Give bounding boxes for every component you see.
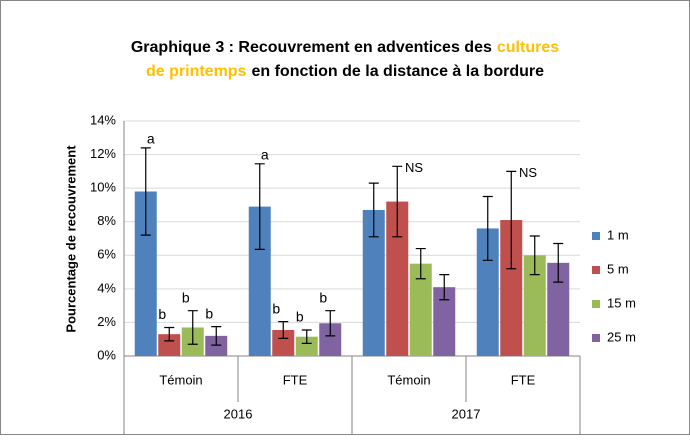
y-tick-label: 8%: [97, 213, 116, 228]
bar: [386, 201, 409, 356]
significance-letter: b: [158, 306, 166, 322]
y-tick-label: 14%: [90, 112, 116, 127]
error-bar: [140, 147, 151, 236]
error-bar: [187, 310, 198, 345]
bar: [476, 228, 499, 356]
legend-swatch: [592, 266, 600, 274]
bar: [319, 323, 342, 356]
legend-label: 25 m: [607, 329, 636, 344]
bar: [433, 287, 456, 356]
legend-label: 5 m: [607, 261, 629, 276]
error-bar: [278, 320, 289, 339]
bar: [205, 335, 228, 356]
bar: [523, 255, 546, 356]
bar: [272, 329, 295, 356]
error-bar: [482, 195, 493, 261]
y-tick-label: 10%: [90, 180, 116, 195]
significance-letter: b: [296, 309, 304, 325]
significance-letter: b: [272, 300, 280, 316]
bar: [295, 336, 318, 356]
error-bar: [325, 310, 336, 337]
error-bar: [211, 326, 222, 346]
significance-letter: b: [205, 305, 213, 321]
legend-label: 1 m: [607, 227, 629, 242]
x-tick-label: Témoin: [159, 372, 202, 387]
significance-letter: a: [147, 131, 155, 147]
legend-swatch: [592, 300, 600, 308]
group-note: NS: [519, 165, 537, 180]
error-bar: [529, 235, 540, 276]
legend-label: 15 m: [607, 295, 636, 310]
error-bar: [254, 163, 265, 251]
y-tick-label: 2%: [97, 314, 116, 329]
title-part: cultures: [497, 39, 559, 56]
bar: [134, 191, 157, 356]
x-tick-label: FTE: [511, 372, 536, 387]
significance-letter: a: [261, 147, 269, 163]
error-bar: [506, 170, 517, 270]
y-axis-label: Pourcentage de recouvrement: [63, 145, 78, 333]
error-bar: [439, 273, 450, 301]
y-tick-label: 12%: [90, 146, 116, 161]
significance-letter: b: [182, 289, 190, 305]
group-label: 2016: [224, 406, 253, 421]
bar: [362, 209, 385, 356]
error-bar: [553, 242, 564, 283]
title-part: en fonction de la distance à la bordure: [251, 63, 544, 80]
group-note: NS: [405, 160, 423, 175]
title-part: Graphique 3 : Recouvrement en adventices…: [131, 39, 492, 56]
y-tick-label: 6%: [97, 247, 116, 262]
bar: [248, 206, 271, 356]
x-tick-label: Témoin: [387, 372, 430, 387]
x-tick-label: FTE: [283, 372, 308, 387]
significance-letter: b: [319, 289, 327, 305]
error-bar: [164, 326, 175, 342]
group-label: 2017: [452, 406, 481, 421]
chart-title: Graphique 3 : Recouvrement en adventices…: [131, 39, 559, 56]
bar: [409, 263, 432, 356]
title-part: de printemps: [146, 63, 247, 80]
chart-title: de printemps en fonction de la distance à…: [146, 63, 544, 80]
error-bar: [368, 182, 379, 238]
legend-swatch: [592, 334, 600, 342]
bar: [500, 220, 523, 356]
legend-swatch: [592, 232, 600, 240]
error-bar: [415, 247, 426, 280]
bar: [158, 334, 181, 356]
y-tick-label: 4%: [97, 280, 116, 295]
y-tick-label: 0%: [97, 347, 116, 362]
bar: [547, 262, 570, 356]
error-bar: [392, 165, 403, 238]
error-bar: [301, 329, 312, 345]
